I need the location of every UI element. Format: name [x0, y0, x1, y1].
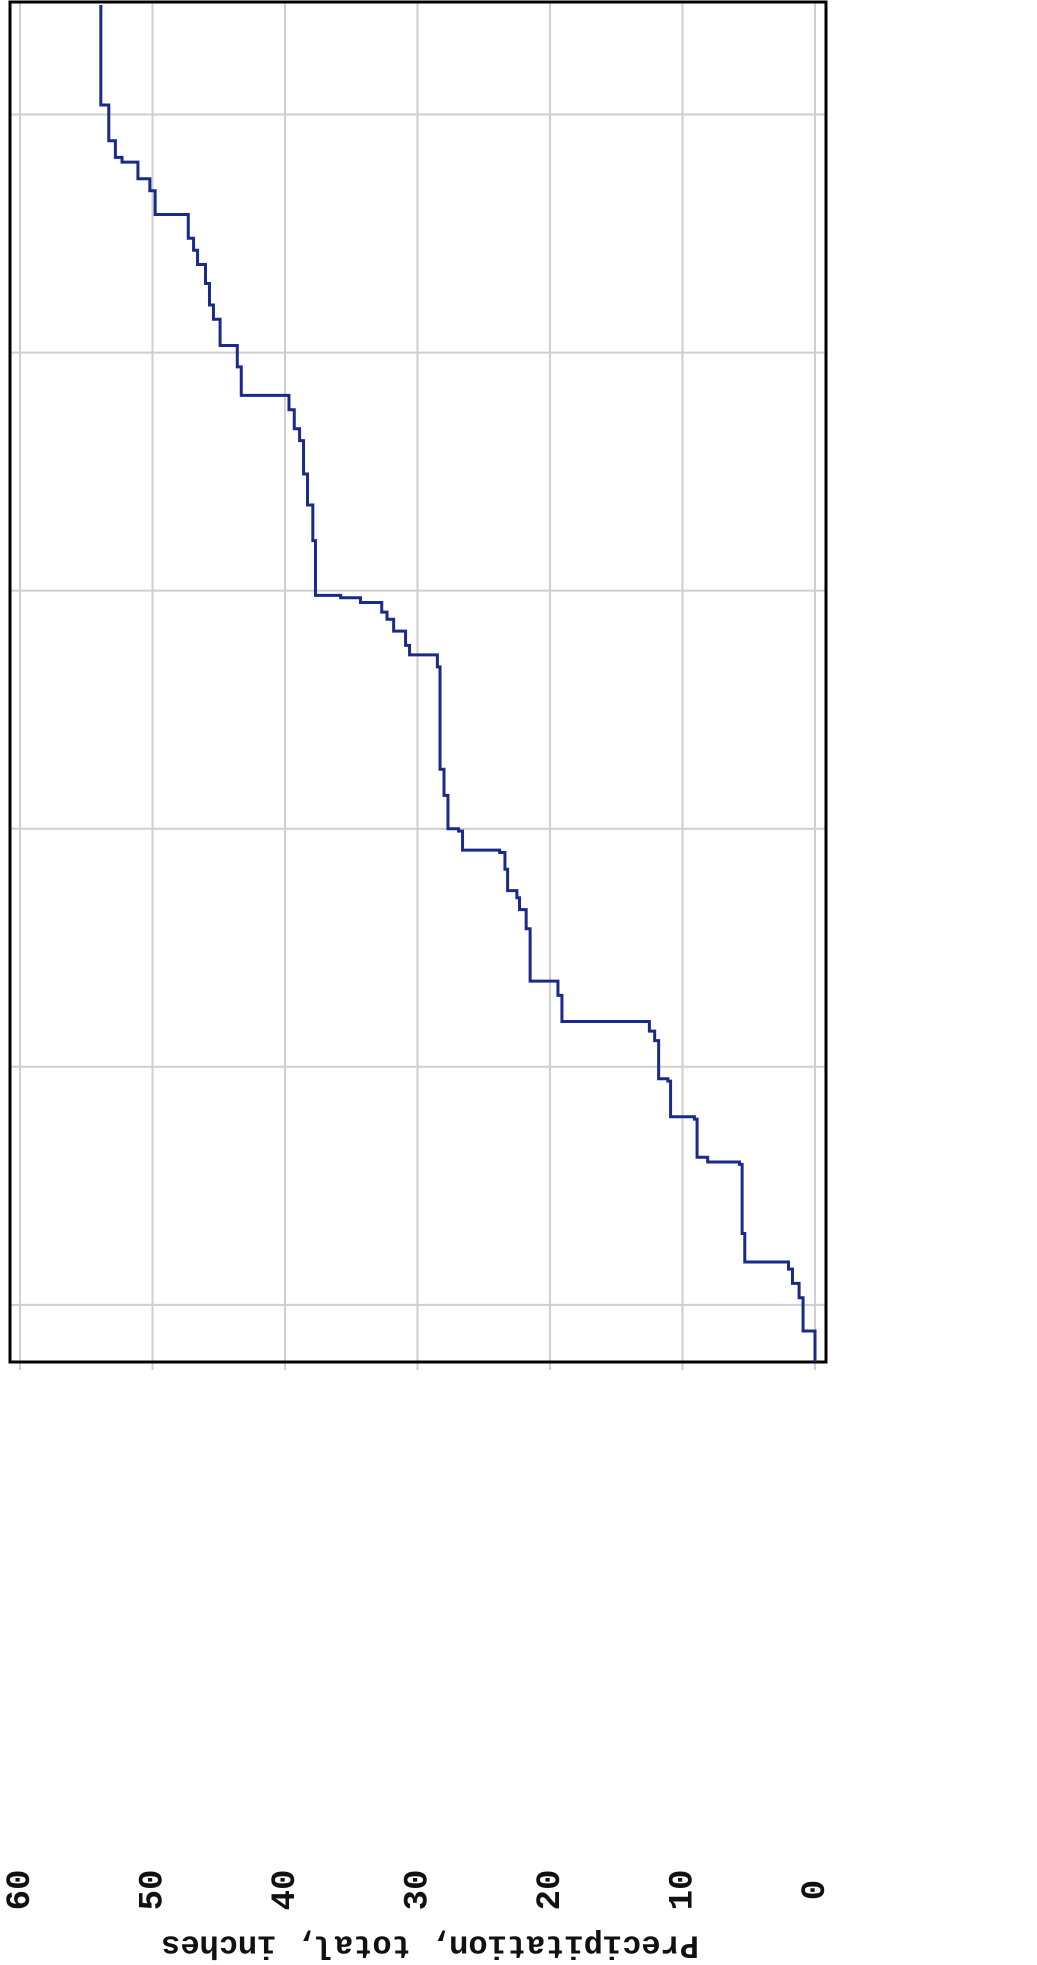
y-tick-label: 0 — [797, 1880, 835, 1900]
precip-line — [99, 5, 817, 1362]
y-axis-label: Precipitation, total, inches — [161, 1927, 699, 1964]
y-tick-label: 50 — [134, 1870, 172, 1911]
y-tick-label: 40 — [267, 1870, 305, 1911]
y-tick-label: 10 — [664, 1870, 702, 1911]
y-tick-label: 60 — [2, 1870, 40, 1911]
plot-frame — [8, 0, 828, 1364]
y-tick-label: 20 — [532, 1870, 570, 1911]
y-tick-label: 30 — [399, 1870, 437, 1911]
